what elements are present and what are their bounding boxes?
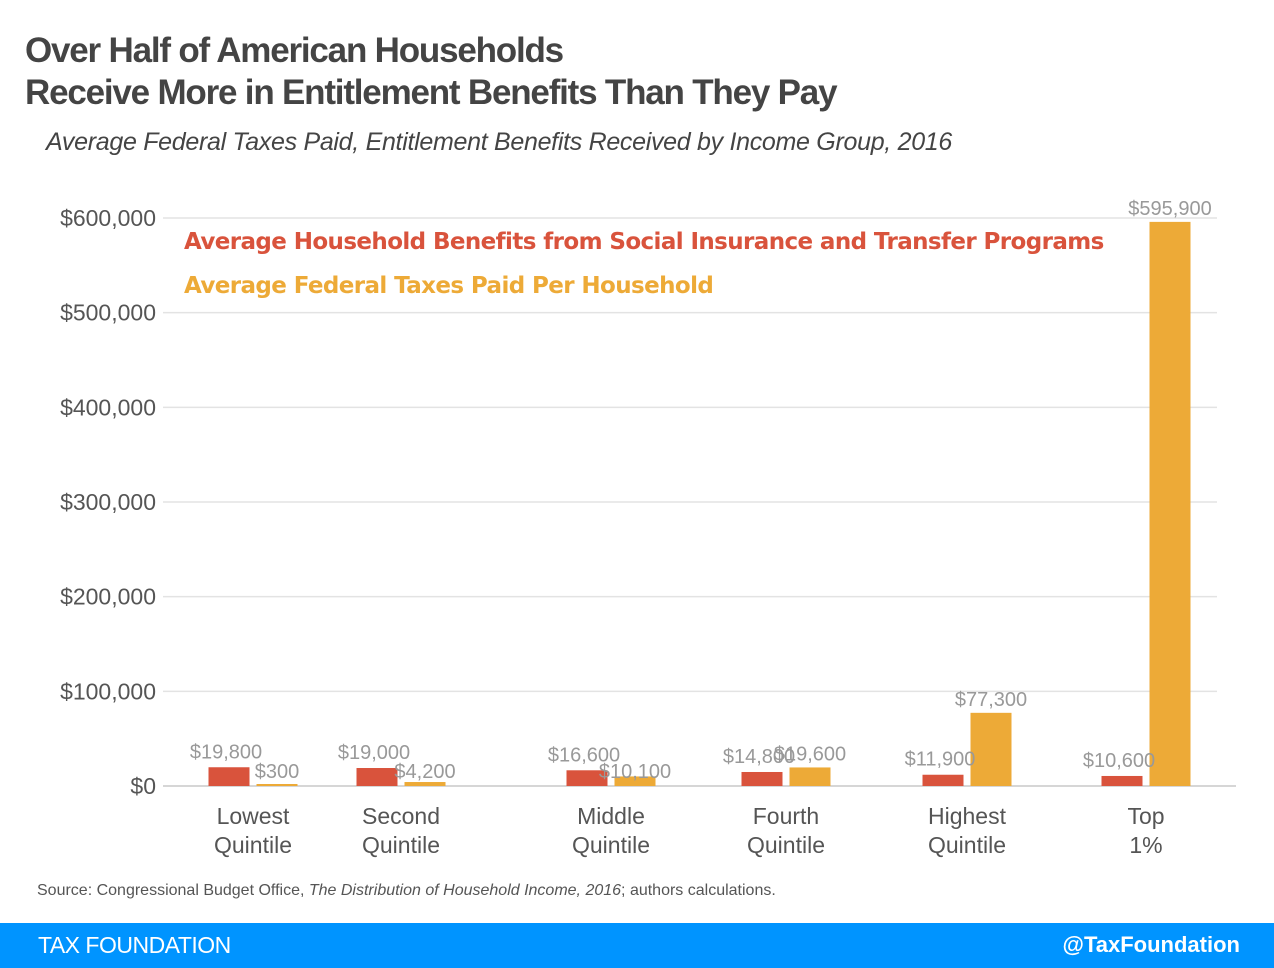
bar-benefits (566, 770, 608, 786)
data-label-taxes: $300 (255, 761, 300, 783)
x-tick-label: Quintile (362, 832, 440, 858)
data-labels: $19,800$300 $19,000$4,200 $16,600$10,100 $1… (190, 198, 1212, 783)
x-tick-label: Second (362, 803, 440, 829)
bar-taxes (789, 767, 831, 786)
x-tick-label: Fourth (753, 803, 819, 829)
y-axis-ticks: $0 $100,000 $200,000 $300,000 $400,000 $500,0… (60, 205, 156, 799)
source-title: The Distribution of Household Income, 20… (308, 882, 622, 899)
y-tick-label: $400,000 (60, 394, 156, 420)
source-prefix: Source: Congressional Budget Office, (37, 882, 309, 899)
bar-benefits (208, 767, 250, 786)
chart-subtitle: Average Federal Taxes Paid, Entitlement … (46, 128, 953, 156)
source-note: Source: Congressional Budget Office, The… (37, 882, 776, 900)
x-tick-label: Top (1127, 803, 1164, 829)
bar-taxes (256, 784, 298, 786)
y-tick-label: $200,000 (60, 584, 156, 610)
bar-taxes (1149, 221, 1191, 786)
x-tick-label: Quintile (572, 832, 650, 858)
y-tick-label: $0 (130, 773, 156, 799)
bar-taxes (614, 776, 656, 786)
data-label-taxes: $595,900 (1128, 198, 1211, 220)
x-tick-label: Quintile (928, 832, 1006, 858)
y-tick-label: $300,000 (60, 489, 156, 515)
data-label-benefits: $14,800 (723, 746, 795, 768)
y-tick-label: $500,000 (60, 300, 156, 326)
bar-benefits (356, 768, 398, 786)
data-label-taxes: $4,200 (394, 761, 455, 783)
chart-title-line-2: Receive More in Entitlement Benefits Tha… (25, 73, 838, 112)
x-tick-label: Quintile (747, 832, 825, 858)
data-label-benefits: $19,800 (190, 741, 262, 763)
data-label-benefits: $10,600 (1083, 750, 1155, 772)
data-label-taxes: $77,300 (955, 689, 1027, 711)
bar-benefits (741, 771, 783, 786)
data-label-taxes: $10,100 (599, 761, 671, 783)
data-label-taxes: $19,600 (774, 743, 846, 765)
data-label-benefits: $11,900 (905, 749, 976, 771)
bar-benefits (922, 774, 964, 786)
footer-bar: TAX FOUNDATION @TaxFoundation (0, 923, 1274, 968)
social-handle[interactable]: @TaxFoundation (1062, 932, 1240, 957)
bars (208, 221, 1191, 786)
x-tick-label: Middle (577, 803, 645, 829)
x-tick-label: 1% (1129, 832, 1162, 858)
y-tick-label: $100,000 (60, 678, 156, 704)
legend-item-benefits: Average Household Benefits from Social I… (184, 229, 1104, 255)
data-label-benefits: $19,000 (338, 742, 410, 764)
x-tick-label: Quintile (214, 832, 292, 858)
chart-title-line-1: Over Half of American Households (25, 31, 564, 70)
x-axis-ticks: Lowest Quintile Second Quintile Middle Quinti… (214, 803, 1165, 858)
x-tick-label: Lowest (217, 803, 290, 829)
y-tick-label: $600,000 (60, 205, 156, 231)
bar-taxes (970, 712, 1012, 786)
gridlines (163, 217, 1236, 787)
x-tick-label: Highest (928, 803, 1007, 829)
data-label-benefits: $16,600 (548, 744, 620, 766)
brand-logo-text: TAX FOUNDATION (38, 932, 231, 958)
chart-title: Over Half of American Households Receive… (25, 30, 838, 114)
bar-taxes (404, 782, 446, 786)
source-suffix: ; authors calculations. (621, 882, 776, 899)
legend-item-taxes: Average Federal Taxes Paid Per Household (184, 273, 714, 299)
bar-benefits (1101, 775, 1143, 786)
